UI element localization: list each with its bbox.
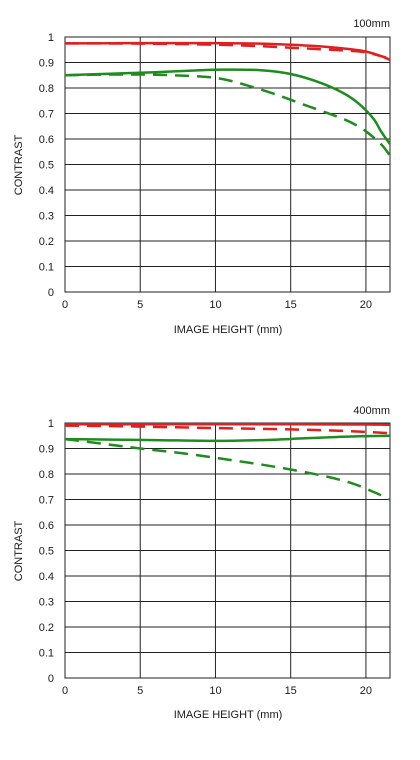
y-tick-label: 0.2 [39, 622, 54, 634]
x-axis-title: IMAGE HEIGHT (mm) [174, 324, 283, 336]
y-axis-title: CONTRAST [13, 520, 25, 581]
y-tick-label: 0.8 [39, 83, 54, 95]
y-tick-label: 0.6 [39, 520, 54, 532]
y-tick-label: 0.5 [39, 546, 54, 558]
y-tick-label: 0.5 [39, 160, 54, 172]
series-line-2 [64, 68, 392, 145]
x-tick-label: 0 [62, 299, 68, 311]
series-line-3 [64, 73, 391, 157]
y-tick-label: 0.4 [39, 571, 54, 583]
y-tick-label: 0 [48, 673, 54, 685]
series-line-3 [64, 437, 391, 501]
x-tick-label: 20 [360, 685, 372, 697]
y-tick-label: 0.9 [39, 444, 54, 456]
y-tick-label: 1 [48, 32, 54, 44]
chart-title: 100mm [353, 18, 390, 30]
chart-title: 400mm [353, 405, 390, 417]
y-tick-label: 0.7 [39, 495, 54, 507]
y-tick-label: 0.4 [39, 185, 54, 197]
y-tick-label: 0.3 [39, 211, 54, 223]
x-axis-title: IMAGE HEIGHT (mm) [174, 709, 283, 721]
y-tick-label: 0.7 [39, 109, 54, 121]
x-tick-label: 15 [285, 685, 297, 697]
series-line-2 [64, 434, 391, 443]
chart-100mm: 100mm CONTRAST IMAGE HEIGHT (mm) 0 0.1 0.2… [13, 18, 392, 336]
y-tick-label: 0 [48, 287, 54, 299]
x-tick-label: 0 [62, 685, 68, 697]
x-tick-label: 5 [137, 299, 143, 311]
x-tick-label: 5 [137, 685, 143, 697]
series-line-0 [65, 423, 391, 427]
plot-frame [64, 422, 391, 679]
series-line-1 [64, 424, 391, 435]
y-tick-label: 0.2 [39, 236, 54, 248]
x-tick-label: 15 [285, 299, 297, 311]
series-line-1 [64, 42, 391, 60]
y-tick-label: 0.1 [39, 648, 54, 660]
y-tick-label: 1 [48, 418, 54, 430]
y-axis-title: CONTRAST [13, 134, 25, 195]
chart-400mm: 400mm CONTRAST IMAGE HEIGHT (mm) 0 0.1 0.2… [13, 405, 391, 721]
grid [64, 422, 390, 679]
y-tick-label: 0.8 [39, 469, 54, 481]
x-tick-label: 10 [209, 685, 221, 697]
x-tick-label: 20 [360, 299, 372, 311]
y-tick-label: 0.6 [39, 134, 54, 146]
y-tick-label: 0.1 [39, 262, 54, 274]
y-tick-label: 0.3 [39, 597, 54, 609]
x-tick-label: 10 [209, 299, 221, 311]
plot-frame [64, 36, 391, 293]
y-tick-label: 0.9 [39, 58, 54, 70]
